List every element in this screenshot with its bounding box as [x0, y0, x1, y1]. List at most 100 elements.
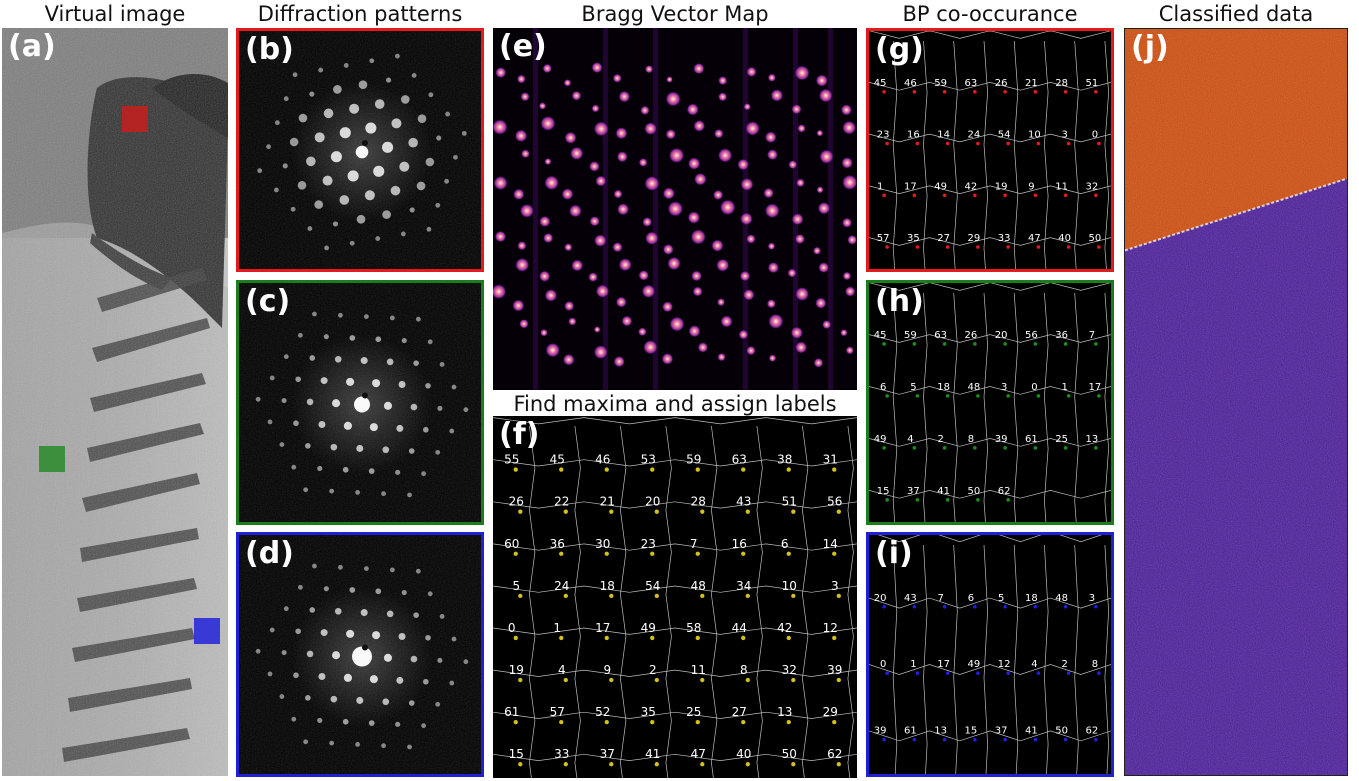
maxima-dot: [1036, 394, 1041, 398]
maxima-dot: [885, 245, 889, 249]
maxima-dot: [745, 509, 750, 514]
maxima-dot: [695, 551, 700, 556]
panel-diffraction-blue: (d): [236, 532, 484, 777]
maxima-dot: [945, 141, 950, 146]
maxima-dot: [786, 467, 791, 472]
maxima-dot: [1094, 604, 1098, 609]
maxima-dot: [1094, 193, 1098, 198]
letter-e: (e): [499, 29, 547, 64]
maxima-label: 63: [934, 330, 947, 341]
panel-bragg-vector-map: (e): [493, 28, 857, 390]
maxima-dot: [1006, 141, 1010, 146]
maxima-label: 32: [1086, 181, 1099, 192]
maxima-label: 13: [1086, 434, 1099, 445]
maxima-label: 25: [686, 705, 701, 719]
maxima-dot: [1094, 342, 1098, 346]
maxima-dot: [745, 762, 750, 767]
maxima-label: 27: [937, 233, 950, 244]
maxima-label: 54: [645, 579, 660, 593]
maxima-label: 55: [504, 453, 519, 467]
maxima-dot: [882, 342, 886, 346]
maxima-label: 8: [740, 663, 748, 677]
maxima-dot: [654, 677, 659, 683]
maxima-dot: [1094, 446, 1098, 450]
maxima-dot: [945, 671, 950, 675]
maxima-label: 20: [995, 330, 1008, 341]
maxima-label: 39: [827, 663, 842, 677]
maxima-dot: [609, 509, 614, 514]
maxima-dot: [885, 671, 889, 675]
maxima-label: 23: [877, 130, 890, 141]
maxima-label: 60: [504, 537, 519, 551]
maxima-dot: [1066, 671, 1071, 675]
maxima-label: 3: [831, 579, 839, 593]
maxima-label: 2: [649, 663, 657, 677]
maxima-label: 59: [904, 330, 917, 341]
maxima-dot: [559, 635, 564, 641]
maxima-dot: [1033, 90, 1038, 94]
maxima-label: 34: [736, 579, 751, 593]
maxima-label: 26: [509, 495, 524, 509]
maxima-dot: [1063, 604, 1068, 609]
maxima-dot: [976, 394, 980, 398]
maxima-label: 49: [874, 434, 887, 445]
maxima-label: 14: [823, 537, 838, 551]
maxima-dot: [973, 604, 977, 609]
maxima-label: 56: [827, 495, 842, 509]
maxima-label: 28: [1055, 78, 1068, 89]
maxima-dot: [745, 677, 750, 683]
maxima-dot: [976, 141, 980, 146]
diffraction-pattern-blue: [239, 535, 481, 774]
letter-c: (c): [245, 284, 291, 319]
panel-diffraction-red: (b): [236, 28, 484, 272]
title-bragg-vector-map: Bragg Vector Map: [581, 2, 769, 26]
maxima-dot: [741, 719, 746, 725]
maxima-label: 44: [732, 621, 747, 635]
maxima-label: 18: [1025, 593, 1038, 604]
maxima-label: 16: [907, 130, 920, 141]
maxima-dot: [973, 342, 977, 346]
maxima-label: 26: [995, 78, 1008, 89]
maxima-dot: [836, 593, 841, 599]
maxima-dot: [885, 141, 889, 146]
maxima-label: 22: [554, 495, 569, 509]
maxima-dot: [912, 342, 917, 346]
maxima-label: 19: [509, 663, 524, 677]
maxima-dot: [513, 551, 518, 556]
maxima-label: 20: [874, 593, 887, 604]
maxima-label: 46: [595, 453, 610, 467]
maxima-dot: [1003, 90, 1007, 94]
maxima-label: 45: [874, 78, 887, 89]
maxima-label: 37: [995, 726, 1008, 737]
maxima-label: 33: [998, 233, 1011, 244]
maxima-dot: [836, 762, 841, 767]
maxima-label: 9: [1028, 181, 1034, 192]
panel-bp-cooccurance-green: 45 59 63 26 20 56 36 7 6 5 18 48 3 0 1 17 49 4 2 8 39 61 25 13 1…: [866, 280, 1114, 525]
maxima-dot: [1097, 245, 1101, 249]
maxima-label: 58: [686, 621, 701, 635]
maxima-label: 51: [1086, 78, 1099, 89]
maxima-label: 18: [937, 382, 950, 393]
maxima-dot: [1094, 737, 1098, 742]
maxima-label: 48: [968, 382, 981, 393]
maxima-label: 9: [603, 663, 611, 677]
maxima-label: 39: [874, 726, 887, 737]
maxima-label: 11: [691, 663, 706, 677]
maxima-dot: [518, 762, 523, 767]
maxima-label: 24: [968, 130, 981, 141]
maxima-dot: [882, 90, 886, 94]
maxima-dot: [945, 498, 950, 502]
maxima-dot: [700, 677, 705, 683]
maxima-dot: [915, 394, 920, 398]
maxima-dot: [604, 551, 609, 556]
maxima-dot: [1063, 90, 1068, 94]
maxima-dot: [563, 762, 568, 767]
title-find-maxima: Find maxima and assign labels: [513, 392, 837, 416]
maxima-dot: [1033, 737, 1038, 742]
maxima-dot: [700, 762, 705, 767]
maxima-dot: [832, 719, 837, 725]
maxima-dot: [559, 719, 564, 725]
maxima-label: 29: [823, 705, 838, 719]
maxima-label: 62: [1086, 726, 1099, 737]
maxima-label: 19: [995, 181, 1008, 192]
